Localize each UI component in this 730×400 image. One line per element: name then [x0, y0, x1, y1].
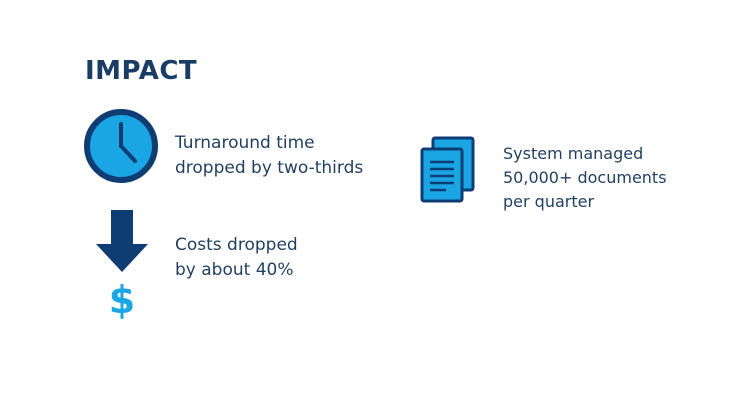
stat-documents-line2: 50,000+ documents	[503, 168, 667, 187]
stat-turnaround: Turnaround time dropped by two-thirds	[175, 131, 363, 181]
stat-documents: System managed 50,000+ documents per qua…	[503, 142, 667, 214]
stat-documents-line1: System managed	[503, 144, 644, 163]
stat-turnaround-line1: Turnaround time	[175, 133, 315, 153]
stat-costs: Costs dropped by about 40%	[175, 233, 298, 283]
svg-text:$: $	[109, 278, 135, 320]
arrow-down-icon	[96, 210, 148, 272]
documents-icon	[420, 136, 475, 203]
clock-icon	[84, 109, 158, 183]
stat-costs-line2: by about 40%	[175, 260, 294, 280]
stat-costs-line1: Costs dropped	[175, 235, 298, 255]
stat-documents-line3: per quarter	[503, 192, 595, 211]
dollar-sign-icon: $	[109, 278, 135, 320]
page-title: IMPACT	[85, 56, 198, 86]
stat-turnaround-line2: dropped by two-thirds	[175, 158, 364, 178]
